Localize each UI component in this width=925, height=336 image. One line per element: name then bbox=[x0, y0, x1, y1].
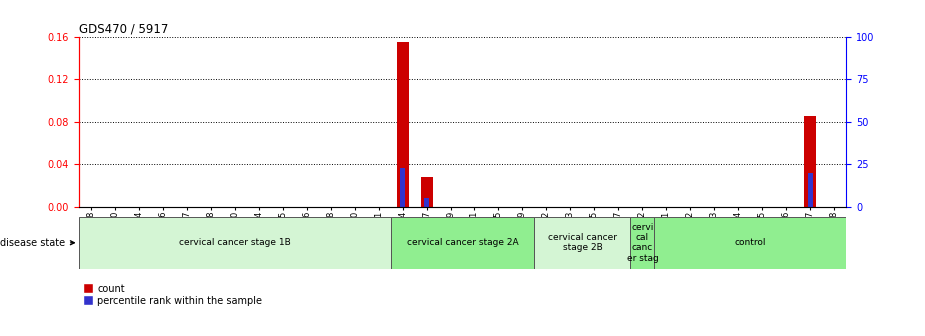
Text: cervi
cal
canc
er stag: cervi cal canc er stag bbox=[626, 223, 659, 263]
Bar bbox=[631, 217, 655, 269]
Text: GDS470 / 5917: GDS470 / 5917 bbox=[79, 23, 168, 36]
Bar bbox=[401, 168, 404, 207]
Bar bbox=[397, 42, 409, 207]
Bar bbox=[805, 117, 817, 207]
Bar bbox=[808, 173, 812, 207]
Text: cervical cancer stage 2A: cervical cancer stage 2A bbox=[407, 238, 518, 247]
Bar bbox=[655, 217, 846, 269]
Text: disease state: disease state bbox=[0, 238, 74, 248]
Bar bbox=[79, 217, 390, 269]
Bar bbox=[421, 177, 433, 207]
Text: cervical cancer
stage 2B: cervical cancer stage 2B bbox=[548, 233, 617, 252]
Text: control: control bbox=[734, 238, 766, 247]
Text: cervical cancer stage 1B: cervical cancer stage 1B bbox=[179, 238, 290, 247]
Bar bbox=[390, 217, 535, 269]
Legend: count, percentile rank within the sample: count, percentile rank within the sample bbox=[83, 284, 262, 306]
Bar bbox=[535, 217, 631, 269]
Bar bbox=[425, 198, 428, 207]
